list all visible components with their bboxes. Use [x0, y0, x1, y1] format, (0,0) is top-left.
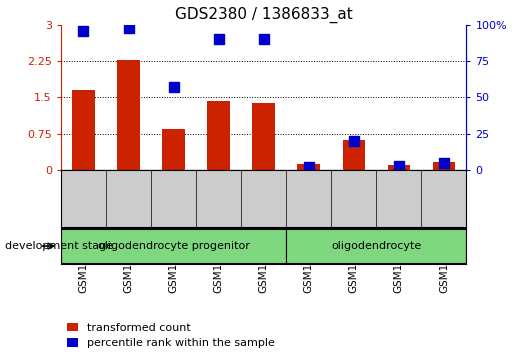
Point: [350, 138, 358, 144]
Point: [394, 163, 403, 169]
Bar: [387, 165, 410, 170]
Text: oligodendrocyte progenitor: oligodendrocyte progenitor: [98, 241, 250, 251]
Bar: [117, 59, 140, 170]
Bar: [207, 101, 230, 170]
Point: [124, 25, 132, 30]
Point: [259, 36, 268, 42]
Legend: transformed count, percentile rank within the sample: transformed count, percentile rank withi…: [66, 322, 275, 348]
Title: GDS2380 / 1386833_at: GDS2380 / 1386833_at: [175, 7, 352, 23]
Text: oligodendrocyte: oligodendrocyte: [331, 241, 421, 251]
Bar: [61, 229, 286, 263]
Point: [214, 36, 223, 42]
Point: [440, 160, 448, 165]
Point: [304, 164, 313, 170]
Bar: [432, 162, 455, 170]
Text: development stage: development stage: [5, 241, 113, 251]
Point: [169, 84, 178, 90]
Point: [80, 28, 88, 33]
Bar: [286, 229, 466, 263]
Bar: [342, 140, 365, 170]
Bar: [162, 129, 185, 170]
Bar: [72, 90, 95, 170]
Bar: [297, 164, 320, 170]
Bar: [252, 103, 275, 170]
